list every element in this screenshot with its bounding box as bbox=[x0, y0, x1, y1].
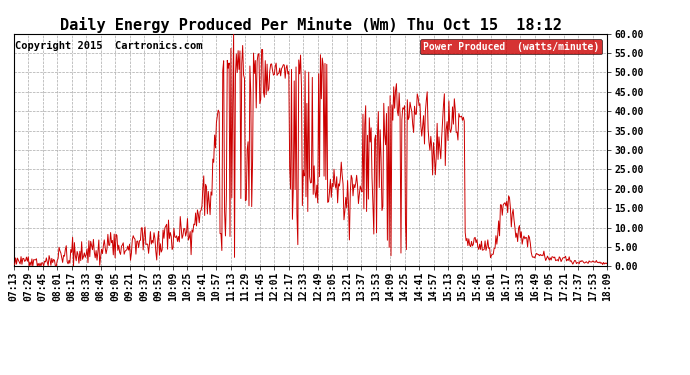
Title: Daily Energy Produced Per Minute (Wm) Thu Oct 15  18:12: Daily Energy Produced Per Minute (Wm) Th… bbox=[59, 16, 562, 33]
Legend: Power Produced  (watts/minute): Power Produced (watts/minute) bbox=[420, 39, 602, 54]
Text: Copyright 2015  Cartronics.com: Copyright 2015 Cartronics.com bbox=[15, 41, 202, 51]
